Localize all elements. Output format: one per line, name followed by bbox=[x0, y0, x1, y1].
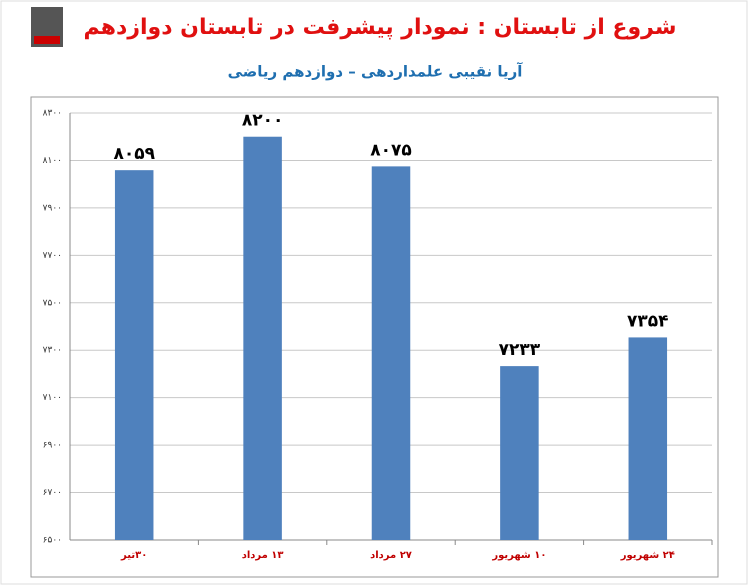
y-tick-label: ۷۵۰۰ bbox=[43, 298, 62, 308]
logo-band bbox=[34, 36, 60, 44]
bar bbox=[371, 166, 411, 540]
y-tick-label: ۷۷۰۰ bbox=[43, 251, 62, 261]
value-label: ۷۲۳۳ bbox=[499, 340, 541, 360]
value-label: ۷۳۵۴ bbox=[627, 311, 669, 331]
y-tick-label: ۷۱۰۰ bbox=[43, 393, 62, 403]
chart-title: شروع از تابستان : نمودار پیشرفت در تابست… bbox=[84, 15, 677, 40]
y-tick-label: ۸۱۰۰ bbox=[43, 156, 62, 166]
bar bbox=[114, 170, 154, 540]
value-label: ۸۲۰۰ bbox=[242, 111, 284, 131]
value-label: ۸۰۷۵ bbox=[370, 140, 412, 160]
y-tick-label: ۷۳۰۰ bbox=[43, 346, 62, 356]
x-tick-label: ۲۷ مرداد bbox=[370, 550, 412, 561]
bar bbox=[628, 337, 668, 540]
x-tick-label: ۳۰تیر bbox=[120, 550, 147, 561]
y-tick-label: ۸۳۰۰ bbox=[43, 109, 62, 119]
chart-subtitle: آریا نقیبی علمداردهی – دوازدهم ریاضی bbox=[228, 63, 524, 81]
plot-border bbox=[30, 96, 719, 578]
x-tick-label: ۲۴ شهریور bbox=[620, 550, 675, 561]
bar bbox=[243, 136, 282, 540]
x-tick-label: ۱۰ شهریور bbox=[491, 550, 546, 561]
value-label: ۸۰۵۹ bbox=[113, 144, 155, 164]
x-tick-label: ۱۳ مرداد bbox=[242, 550, 284, 561]
y-tick-label: ۶۷۰۰ bbox=[43, 488, 62, 498]
y-tick-label: ۷۹۰۰ bbox=[43, 203, 62, 213]
y-tick-label: ۶۵۰۰ bbox=[43, 536, 62, 546]
bar bbox=[500, 366, 539, 540]
y-tick-label: ۶۹۰۰ bbox=[43, 441, 62, 451]
